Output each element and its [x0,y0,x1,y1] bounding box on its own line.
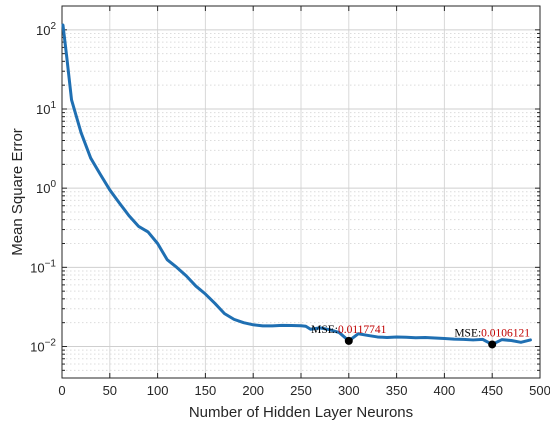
x-tick-label: 300 [338,383,360,398]
y-tick-label: 10−1 [30,258,56,275]
grid [61,6,541,378]
x-tick-label: 100 [147,383,169,398]
series-layer [61,23,532,346]
annotation-point [488,340,497,349]
x-tick-label: 150 [195,383,217,398]
mse-series-line [61,23,532,346]
annotation-label: MSE:0.0117741 [311,324,387,336]
annotation-label: MSE:0.0106121 [454,327,530,339]
y-tick-label: 102 [36,21,56,38]
x-tick-label: 0 [58,383,65,398]
y-tick-label: 100 [36,179,56,196]
x-tick-label: 200 [242,383,264,398]
x-axis-title: Number of Hidden Layer Neurons [189,404,413,421]
x-tick-label: 450 [481,383,503,398]
x-tick-label: 250 [290,383,312,398]
axis-ticks: 0 50 100 150 200 250 300 350 400 450 500 10−2 10−1 10… [30,6,550,398]
y-axis-title: Mean Square Error [9,128,26,256]
annotation-point [344,336,353,345]
annotations: MSE:0.0117741 MSE:0.0106121 [311,324,530,349]
x-tick-label: 400 [434,383,456,398]
x-tick-label: 350 [386,383,408,398]
x-tick-label: 500 [529,383,550,398]
y-tick-label: 101 [36,100,56,117]
y-tick-label: 10−2 [30,337,56,354]
x-tick-label: 50 [103,383,117,398]
